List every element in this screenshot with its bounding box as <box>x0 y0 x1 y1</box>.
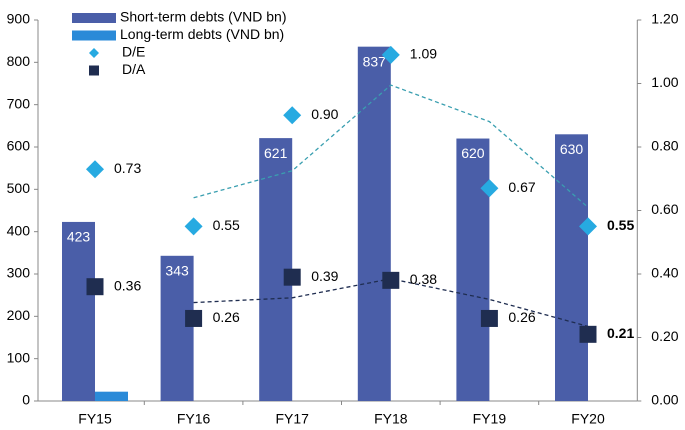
legend-swatch <box>72 13 116 23</box>
x-tick-label: FY17 <box>275 411 309 427</box>
y2-tick-label: 1.20 <box>651 11 678 27</box>
x-tick-label: FY15 <box>78 411 112 427</box>
diamond-marker <box>381 45 400 64</box>
point-label: 0.55 <box>607 217 634 233</box>
square-marker <box>283 268 301 286</box>
bar <box>62 221 95 401</box>
legend-swatch <box>89 48 99 58</box>
square-marker <box>86 278 104 296</box>
bar-label: 630 <box>560 141 584 157</box>
point-label: 1.09 <box>410 46 437 62</box>
y-tick-label: 0 <box>22 392 30 408</box>
legend-label: Long-term debts (VND bn) <box>120 26 284 42</box>
y-tick-label: 500 <box>7 180 31 196</box>
legend-label: D/A <box>122 61 146 77</box>
diamond-marker <box>480 179 499 198</box>
square-marker <box>579 325 597 343</box>
point-label: 0.26 <box>508 309 535 325</box>
square-marker <box>480 309 498 327</box>
y-tick-label: 600 <box>7 138 31 154</box>
bar-label: 423 <box>67 229 91 245</box>
moving-average-line <box>193 84 589 208</box>
bar <box>456 138 490 402</box>
y-tick-label: 400 <box>7 222 31 238</box>
square-marker <box>185 309 203 327</box>
point-label: 0.73 <box>114 160 141 176</box>
y2-tick-label: 0.80 <box>651 138 678 154</box>
x-tick-label: FY19 <box>473 411 507 427</box>
point-label: 0.36 <box>114 277 141 293</box>
bar <box>357 46 391 402</box>
diamond-marker <box>579 217 597 236</box>
legend-label: Short-term debts (VND bn) <box>120 9 287 25</box>
point-label: 0.55 <box>213 217 240 233</box>
point-label: 0.26 <box>213 309 240 325</box>
point-label: 0.67 <box>508 179 535 195</box>
y-tick-label: 700 <box>7 95 31 111</box>
x-tick-label: FY18 <box>374 411 408 427</box>
y-tick-label: 200 <box>7 307 31 323</box>
y-tick-label: 300 <box>7 265 31 281</box>
y2-tick-label: 1.00 <box>651 74 678 90</box>
point-label: 0.90 <box>311 106 338 122</box>
y-tick-label: 100 <box>7 349 31 365</box>
bar <box>95 391 128 401</box>
bar <box>160 255 194 401</box>
bar-label: 837 <box>363 53 387 69</box>
point-label: 0.39 <box>311 268 338 284</box>
x-tick-label: FY16 <box>177 411 211 427</box>
y2-tick-label: 0.60 <box>651 201 678 217</box>
bar <box>555 134 588 402</box>
x-tick-label: FY20 <box>571 411 605 427</box>
y2-tick-label: 0.20 <box>651 328 678 344</box>
square-marker <box>382 271 400 289</box>
point-label: 0.21 <box>607 325 634 341</box>
bar-label: 620 <box>461 145 485 161</box>
bar-label: 621 <box>264 145 288 161</box>
y2-tick-label: 0.00 <box>651 392 678 408</box>
diamond-marker <box>283 106 302 125</box>
legend-swatch <box>72 30 116 41</box>
y-tick-label: 900 <box>7 11 31 27</box>
diamond-marker <box>86 160 104 179</box>
y2-tick-label: 0.40 <box>651 265 678 281</box>
bar-label: 343 <box>165 262 189 278</box>
y-tick-label: 800 <box>7 53 31 69</box>
legend-label: D/E <box>122 44 145 60</box>
diamond-marker <box>184 217 203 236</box>
legend-swatch <box>89 65 99 76</box>
point-label: 0.38 <box>410 271 437 287</box>
